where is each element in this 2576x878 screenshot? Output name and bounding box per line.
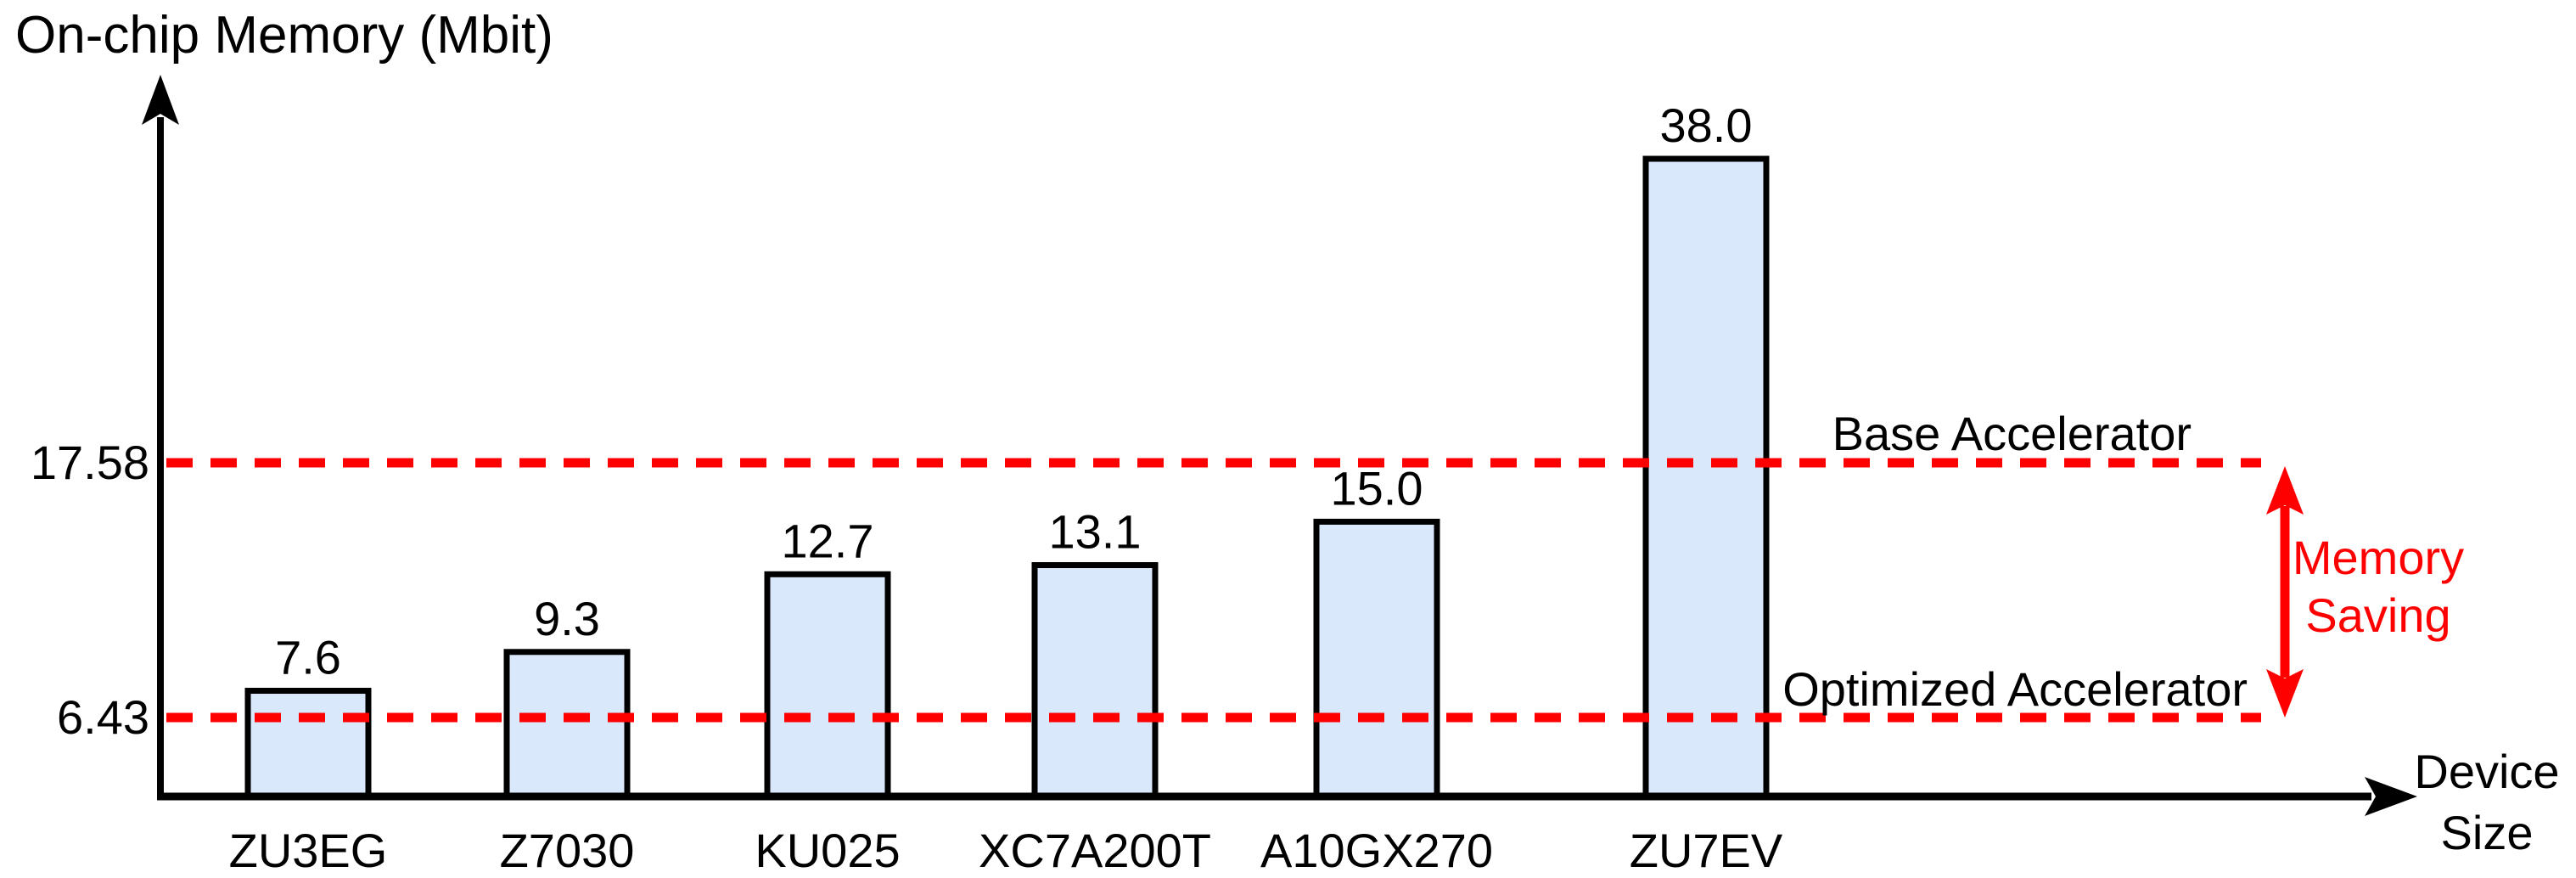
x-axis-arrowhead-icon [2365,777,2417,816]
bar-value-label: 38.0 [1660,98,1753,152]
bar-zu3eg [244,688,372,800]
bar-value-label: 13.1 [1049,505,1142,559]
x-axis-title-line1: Device [2414,745,2559,798]
bar-category-label: Z7030 [500,824,635,877]
bar-ku025 [764,571,891,800]
bar-zu7ev [1642,155,1770,800]
y-axis-arrowhead-icon [142,75,179,125]
bar-category-label: XC7A200T [979,824,1211,877]
bar-value-label: 7.6 [275,631,341,684]
x-axis-title-line2: Size [2441,806,2534,859]
bar-category-label: ZU3EG [229,824,388,877]
chart-title: On-chip Memory (Mbit) [15,6,553,65]
memory-saving-arrow [2266,466,2304,718]
bar-category-label: KU025 [755,824,900,877]
bars-group: 7.6 ZU3EG 9.3 Z7030 12.7 KU025 13.1 XC7A200T 15.… [229,98,1783,877]
bar-value-label: 15.0 [1331,461,1423,515]
bar-xc7a200t [1031,562,1159,800]
bar-category-label: A10GX270 [1260,824,1493,877]
bar-value-label: 9.3 [534,592,600,645]
memory-saving-label-line2: Saving [2305,588,2450,642]
bar-value-label: 12.7 [782,514,874,567]
y-tick-label-17-58: 17.58 [31,436,149,489]
optimized-accelerator-label: Optimized Accelerator [1782,662,2248,716]
bar-a10gx270 [1313,518,1440,800]
bar-category-label: ZU7EV [1630,824,1783,877]
memory-saving-label-line1: Memory [2293,531,2464,584]
y-tick-label-6-43: 6.43 [57,690,149,744]
base-accelerator-label: Base Accelerator [1832,407,2192,460]
bar-z7030 [503,649,631,800]
